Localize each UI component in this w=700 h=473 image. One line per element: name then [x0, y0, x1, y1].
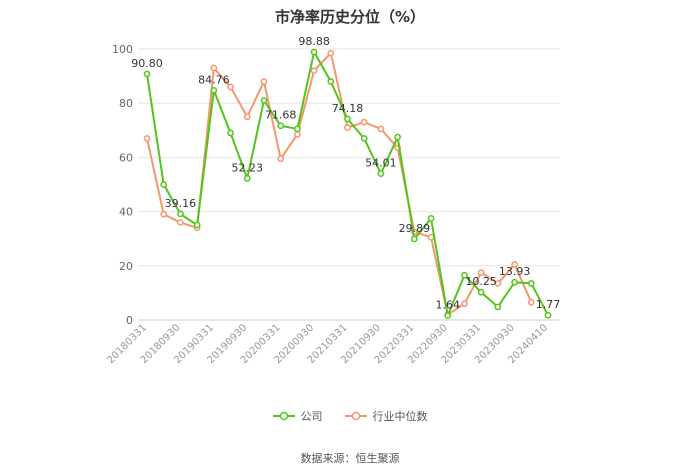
y-tick-label: 20: [119, 260, 133, 273]
data-point: [260, 97, 268, 104]
data-label: 39.16: [165, 197, 197, 210]
data-point: [544, 311, 552, 319]
data-point: [243, 113, 251, 121]
data-point: [160, 210, 168, 218]
legend-swatch-industry-median: [344, 411, 367, 421]
legend: 公司 行业中位数: [0, 408, 700, 424]
data-point: [477, 269, 485, 276]
legend-swatch-company: [272, 411, 295, 421]
data-point: [294, 131, 301, 138]
legend-label-industry-median: 行业中位数: [372, 410, 428, 423]
data-point: [494, 280, 502, 287]
data-point: [227, 129, 234, 137]
data-point: [344, 115, 351, 123]
data-point: [344, 124, 351, 131]
data-point: [377, 125, 385, 133]
data-point: [527, 280, 535, 287]
data-point: [511, 261, 518, 268]
data-point: [210, 86, 218, 94]
data-point: [394, 133, 401, 141]
legend-label-company: 公司: [300, 410, 323, 423]
data-point: [327, 78, 335, 85]
data-label: 29.89: [399, 222, 431, 235]
data-point: [360, 118, 368, 126]
data-point: [327, 49, 335, 57]
data-point: [160, 181, 168, 188]
data-point: [410, 235, 418, 243]
source-note: 数据来源：恒生聚源: [300, 452, 400, 465]
data-point: [477, 288, 485, 296]
data-label: 71.68: [265, 109, 297, 122]
data-point: [494, 303, 502, 311]
data-point: [177, 210, 184, 218]
data-point: [260, 78, 268, 85]
data-point: [310, 67, 318, 75]
series-line-1: [146, 52, 533, 316]
data-label: 1.77: [536, 298, 561, 311]
data-point: [277, 122, 285, 130]
data-point: [427, 215, 435, 222]
legend-item-industry-median[interactable]: 行业中位数: [344, 408, 428, 424]
data-point: [461, 300, 468, 308]
data-point: [511, 278, 518, 286]
data-point: [360, 135, 368, 142]
y-tick-label: 40: [119, 206, 133, 219]
data-point: [461, 271, 468, 279]
data-label: 1.64: [436, 299, 461, 312]
data-point: [377, 170, 385, 177]
y-tick-label: 0: [126, 314, 133, 327]
data-point: [193, 221, 201, 229]
data-label: 98.88: [298, 35, 330, 48]
data-point: [143, 135, 151, 142]
data-label: 52.23: [232, 161, 264, 174]
data-point: [444, 312, 452, 319]
data-point: [427, 233, 435, 241]
data-point: [294, 125, 301, 133]
legend-item-company[interactable]: 公司: [272, 408, 323, 424]
data-label: 90.80: [131, 57, 163, 70]
data-point: [177, 219, 184, 226]
data-label: 13.93: [499, 265, 531, 278]
y-tick-label: 80: [119, 97, 133, 110]
y-tick-label: 60: [119, 151, 133, 164]
data-point: [310, 48, 318, 56]
data-label: 74.18: [332, 102, 364, 115]
data-label: 54.01: [365, 157, 397, 170]
data-point: [227, 83, 234, 91]
data-label: 10.25: [465, 275, 497, 288]
data-point: [277, 155, 285, 163]
chart-title: 市净率历史分位（%）: [274, 8, 426, 26]
data-point: [527, 299, 535, 306]
y-tick-label: 100: [112, 43, 133, 56]
data-label: 84.76: [198, 73, 230, 86]
data-point: [210, 64, 218, 72]
data-point: [143, 70, 151, 78]
data-point: [243, 175, 251, 182]
